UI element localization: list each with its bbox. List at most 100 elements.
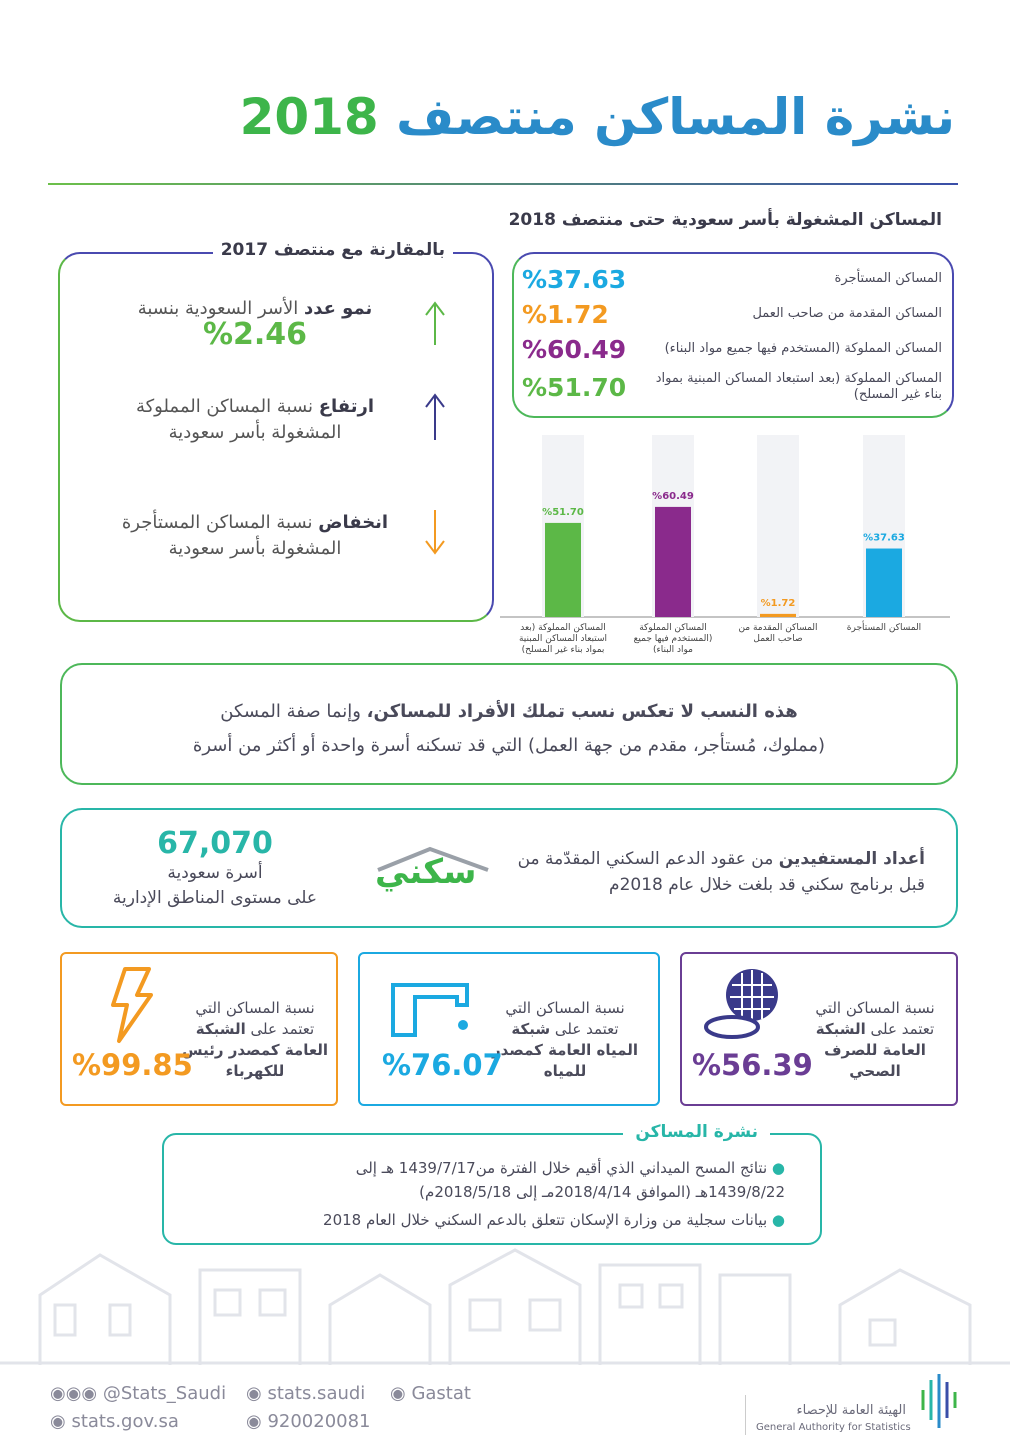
website[interactable]: stats.gov.sa <box>71 1411 179 1432</box>
sources-box <box>162 1133 822 1245</box>
footer-social: ◉◉◉ @Stats_Saudi <box>50 1383 227 1404</box>
occupied-row: المساكن المملوكة (المستخدم فيها جميع موا… <box>522 332 942 366</box>
text: تعتمد على <box>554 1020 619 1038</box>
org-en: General Authority for Statistics <box>756 1422 911 1433</box>
value: %37.63 <box>522 264 627 294</box>
value: %51.70 <box>522 372 627 402</box>
twitter[interactable]: @Stats_Saudi <box>102 1383 227 1404</box>
category-label: المساكن المملوكة (بعد استبعاد المساكن ال… <box>518 623 608 655</box>
footer-social: ◉ stats.saudi <box>246 1383 366 1404</box>
sakani-stat: 67,070 أسرة سعودية على مستوى المناطق الإ… <box>90 826 340 911</box>
label: المساكن المقدمة من صاحب العمل <box>752 306 942 321</box>
divider <box>48 183 958 185</box>
utility-value: %99.85 <box>72 1048 193 1082</box>
label: المساكن المملوكة (المستخدم فيها جميع موا… <box>664 341 942 356</box>
text: نسبة المساكن المملوكة المشغولة بأسر سعود… <box>135 396 342 443</box>
text: نسبة المساكن التي <box>195 999 315 1017</box>
title-text: نشرة المساكن منتصف <box>396 88 955 146</box>
value: %2.46 <box>202 317 308 352</box>
title-year: 2018 <box>239 88 379 146</box>
houses-decoration <box>0 1248 1010 1365</box>
comparison-item: ارتفاع نسبة المساكن المملوكة المشغولة بأ… <box>110 394 400 446</box>
section-title: نشرة المساكن <box>623 1122 770 1142</box>
utility-value: %56.39 <box>692 1048 813 1082</box>
note-box: هذه النسب لا تعكس نسب تملك الأفراد للمسا… <box>60 663 958 785</box>
unit: أسرة سعودية <box>167 863 263 883</box>
text: نسبة المساكن المستأجرة المشغولة بأسر سعو… <box>121 512 342 559</box>
value-label: %60.49 <box>652 491 694 502</box>
text: نسبة المساكن التي <box>815 999 935 1017</box>
text: وإنما صفة المسكن <box>220 701 361 722</box>
occupied-row: المساكن المملوكة (بعد استبعاد المساكن ال… <box>522 370 942 404</box>
sakani-logo: سكني <box>375 852 477 892</box>
tail: للمياه <box>543 1062 587 1080</box>
bold: هذه النسب لا تعكس نسب تملك الأفراد للمسا… <box>366 701 798 722</box>
tap-icon <box>391 983 469 1037</box>
utility-text: نسبة المساكن التي تعتمد على الشبكة العامة… <box>180 998 330 1082</box>
value-label: %51.70 <box>542 507 584 518</box>
utility-box <box>60 952 338 1106</box>
text: نسبة المساكن التي <box>505 999 625 1017</box>
value: %60.49 <box>522 334 627 364</box>
text: (مملوك، مُستأجر، مقدم من جهة العمل) التي… <box>192 735 826 756</box>
org-ar: الهيئة العامة للإحصاء <box>796 1403 906 1418</box>
bar-chart: %51.70 %60.49 %1.72 %37.63 <box>500 435 950 618</box>
linkedin[interactable]: Gastat <box>411 1383 471 1404</box>
sakani-text: أعداد المستفيدين من عقود الدعم السكني ال… <box>495 846 925 898</box>
bar <box>866 548 902 617</box>
utility-box <box>358 952 660 1106</box>
footer-web: ◉ stats.gov.sa <box>50 1411 179 1432</box>
label: المساكن المستأجرة <box>834 271 942 286</box>
bold: أعداد المستفيدين <box>778 849 925 869</box>
sakani-logo-icon <box>377 846 489 872</box>
source-item: ● نتائج المسح الميداني الذي أقيم خلال ال… <box>355 1159 785 1201</box>
text: قبل برنامج سكني قد بلغت خلال عام 2018م <box>609 875 925 895</box>
category-label: المساكن المملوكة (المستخدم فيها جميع موا… <box>633 623 713 655</box>
bold: انخفاض <box>318 512 389 533</box>
facebook[interactable]: stats.saudi <box>267 1383 366 1404</box>
lightning-icon <box>111 967 153 1043</box>
comparison-item: انخفاض نسبة المساكن المستأجرة المشغولة ب… <box>110 510 400 562</box>
note-text: هذه النسب لا تعكس نسب تملك الأفراد للمسا… <box>62 695 956 763</box>
bold: ارتفاع <box>318 396 375 417</box>
value-label: %1.72 <box>761 598 796 609</box>
section-title: المساكن المشغولة بأسر سعودية حتى منتصف 2… <box>508 210 942 230</box>
text: بيانات سجلية من وزارة الإسكان تتعلق بالد… <box>323 1211 768 1229</box>
bar <box>760 613 796 617</box>
category-label: المساكن المستأجرة <box>846 623 922 633</box>
tail: للكهرباء <box>225 1062 285 1080</box>
category-label: المساكن المقدمة من صاحب العمل <box>738 623 818 644</box>
bar <box>545 522 581 617</box>
occupied-row: المساكن المقدمة من صاحب العمل %1.72 <box>522 297 942 331</box>
bold: الشبكة العامة كمصدر رئيس <box>181 1020 329 1059</box>
sakani-box <box>60 808 958 928</box>
bold: نمو عدد <box>303 298 373 319</box>
section-title: بالمقارنة مع منتصف 2017 <box>212 240 453 260</box>
footer-social: ◉ Gastat <box>390 1383 471 1404</box>
bold: الشبكة العامة للصرف الصحي <box>815 1020 926 1080</box>
label: المساكن المملوكة (بعد استبعاد المساكن ال… <box>655 371 942 402</box>
text: تعتمد على <box>250 1020 315 1038</box>
footer-divider <box>745 1395 746 1435</box>
occupied-row: المساكن المستأجرة %37.63 <box>522 262 942 296</box>
bar-track <box>757 435 799 617</box>
text: تعتمد على <box>870 1020 935 1038</box>
sewer-icon <box>704 969 778 1039</box>
arrows <box>425 301 445 555</box>
bar <box>655 506 691 617</box>
value: 67,070 <box>157 826 273 861</box>
utility-box <box>680 952 958 1106</box>
scope: على مستوى المناطق الإدارية <box>112 888 318 908</box>
phone: 920020081 <box>267 1411 371 1432</box>
comparison-item: نمو عدد الأسر السعودية بنسبة %2.46 <box>110 296 400 352</box>
utility-text: نسبة المساكن التي تعتمد على الشبكة العامة… <box>800 998 950 1082</box>
text: من عقود الدعم السكني المقدّمة من <box>517 849 774 869</box>
text: نتائج المسح الميداني الذي أقيم خلال الفت… <box>355 1159 785 1201</box>
bold: شبكة المياه العامة كمصدر <box>491 1020 638 1059</box>
source-item: ● بيانات سجلية من وزارة الإسكان تتعلق با… <box>323 1211 785 1229</box>
value: %1.72 <box>522 299 609 329</box>
utility-text: نسبة المساكن التي تعتمد على شبكة المياه ا… <box>490 998 640 1082</box>
utility-value: %76.07 <box>382 1048 503 1082</box>
title: نشرة المساكن منتصف 2018 <box>240 88 955 146</box>
